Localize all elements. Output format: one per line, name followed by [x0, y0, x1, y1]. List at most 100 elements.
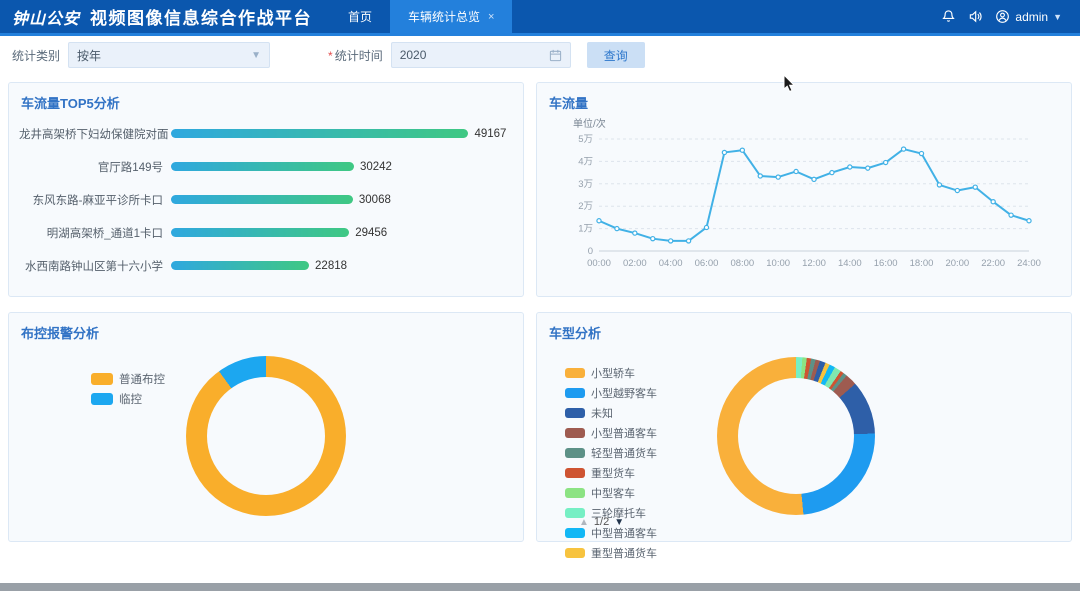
panel-title-flow: 车流量 — [549, 96, 589, 111]
legend-item[interactable]: 临控 — [91, 391, 165, 407]
bar-value: 49167 — [474, 127, 507, 140]
panel-alarm-analysis: 布控报警分析 普通布控临控 — [8, 312, 524, 542]
svg-text:14:00: 14:00 — [838, 258, 862, 269]
legend-swatch — [565, 528, 585, 538]
tab-车辆统计总览[interactable]: 车辆统计总览 × — [390, 0, 513, 33]
bar-area: 29456 — [171, 227, 509, 239]
panel-title-top5: 车流量TOP5分析 — [21, 96, 120, 111]
legend-swatch — [565, 388, 585, 398]
legend-label: 未知 — [591, 408, 613, 420]
legend-label: 小型越野客车 — [591, 388, 657, 400]
bar-label: 龙井高架桥下妇幼保健院对面 — [19, 128, 169, 141]
time-input[interactable]: 2020 — [390, 42, 571, 68]
user-icon — [996, 10, 1010, 23]
tab-close-icon[interactable]: × — [488, 10, 495, 23]
time-label: 统计时间 — [334, 48, 383, 63]
required-mark: * — [328, 48, 333, 63]
username: admin — [1015, 9, 1049, 24]
legend-swatch — [565, 428, 585, 438]
pager-up-icon[interactable]: ▲ — [579, 516, 589, 528]
bar-row: 明湖高架桥_通道1卡口 29456 — [19, 216, 509, 249]
panel-title-alarm: 布控报警分析 — [21, 326, 100, 341]
bar-area: 22818 — [171, 260, 509, 272]
legend-swatch — [565, 408, 585, 418]
pager-page: 1/2 — [593, 516, 610, 528]
bar-fill[interactable] — [171, 195, 353, 204]
bar-label: 明湖高架桥_通道1卡口 — [46, 227, 163, 240]
legend-swatch — [565, 508, 585, 518]
filter-bar: 统计类别 按年 ▼ * 统计时间 2020 查询 — [0, 38, 1080, 72]
agency-logo: 钟山公安 — [12, 8, 81, 28]
pager-down-icon[interactable]: ▼ — [614, 516, 625, 528]
panel-vehicle-type: 车型分析 小型轿车小型越野客车 未知小型普通客车 轻型普通货车 重型货车中型客车三轮摩… — [536, 312, 1072, 560]
tab-label: 首页 — [348, 10, 373, 24]
legend-pager: ▲ 1/2 ▼ — [579, 516, 624, 528]
bar-area: 30242 — [171, 161, 509, 173]
bar-area: 49167 — [171, 128, 509, 140]
bottom-scrollbar[interactable] — [0, 583, 1080, 591]
bell-icon[interactable] — [941, 9, 956, 24]
legend-label: 小型普通客车 — [591, 428, 657, 440]
legend-item[interactable]: 重型货车 — [565, 465, 657, 481]
legend-item[interactable]: 小型越野客车 — [565, 385, 657, 401]
bar-value: 29456 — [355, 226, 388, 239]
bar-row: 东风东路-麻亚平诊所卡口 30068 — [19, 183, 509, 216]
chevron-down-icon: ▼ — [251, 49, 262, 61]
legend-item[interactable]: 中型客车 — [565, 485, 657, 501]
legend-item[interactable]: 未知 — [565, 405, 657, 421]
header-accent-strip — [0, 33, 1080, 36]
svg-text:04:00: 04:00 — [659, 258, 683, 269]
category-label: 统计类别 — [12, 48, 61, 63]
bar-row: 水西南路钟山区第十六小学 22818 — [19, 249, 509, 282]
bar-fill[interactable] — [171, 162, 354, 171]
bar-area: 30068 — [171, 194, 509, 206]
bar-value: 22818 — [315, 259, 348, 272]
tab-首页[interactable]: 首页 — [330, 0, 390, 33]
legend-label: 普通布控 — [119, 374, 165, 386]
legend-swatch — [565, 548, 585, 558]
svg-text:22:00: 22:00 — [981, 258, 1005, 269]
bar-row: 官厅路149号 30242 — [19, 150, 509, 183]
chevron-down-icon: ▼ — [1053, 11, 1062, 22]
legend-item[interactable]: 小型轿车 — [565, 365, 657, 381]
header-right: admin ▼ — [941, 9, 1080, 24]
legend-item[interactable]: 普通布控 — [91, 371, 165, 387]
legend-item[interactable]: 重型普通货车 — [565, 545, 657, 561]
legend-item[interactable]: 轻型普通货车 — [565, 445, 657, 461]
bar-label: 水西南路钟山区第十六小学 — [25, 260, 163, 273]
legend-swatch — [91, 393, 113, 405]
panel-title-vehicle: 车型分析 — [549, 326, 602, 341]
bar-row: 龙井高架桥下妇幼保健院对面 49167 — [19, 117, 509, 150]
bar-fill[interactable] — [171, 228, 350, 237]
legend-label: 小型轿车 — [591, 368, 635, 380]
svg-text:0: 0 — [588, 246, 593, 257]
app-title: 视频图像信息综合作战平台 — [90, 9, 313, 28]
bar-fill[interactable] — [171, 129, 469, 138]
legend-item[interactable]: 中型普通客车 — [565, 525, 657, 541]
speaker-icon[interactable] — [968, 9, 983, 24]
category-select[interactable]: 按年 ▼ — [68, 42, 271, 68]
calendar-icon — [549, 49, 561, 61]
legend-item[interactable]: 三轮摩托车 — [565, 505, 657, 521]
svg-text:4万: 4万 — [578, 156, 593, 167]
legend-label: 重型普通货车 — [591, 548, 657, 560]
legend-label: 中型客车 — [591, 488, 635, 500]
user-menu[interactable]: admin ▼ — [995, 9, 1062, 24]
bar-value: 30242 — [359, 160, 392, 173]
svg-text:2万: 2万 — [578, 201, 593, 212]
legend-label: 轻型普通货车 — [591, 448, 657, 460]
bar-value: 30068 — [358, 193, 391, 206]
legend-label: 中型普通客车 — [591, 528, 657, 540]
query-button[interactable]: 查询 — [586, 42, 645, 68]
svg-text:16:00: 16:00 — [874, 258, 898, 269]
legend-item[interactable]: 小型普通客车 — [565, 425, 657, 441]
legend-label: 重型货车 — [591, 468, 635, 480]
bar-label: 官厅路149号 — [97, 161, 163, 174]
bar-chart: 龙井高架桥下妇幼保健院对面 49167 官厅路149号 30242 东风东路-麻亚平诊所… — [19, 117, 509, 282]
panel-traffic-top5: 车流量TOP5分析 龙井高架桥下妇幼保健院对面 49167 官厅路149号 30242… — [8, 82, 524, 297]
svg-text:24:00: 24:00 — [1017, 258, 1041, 269]
legend-swatch — [91, 373, 113, 385]
bar-fill[interactable] — [171, 261, 310, 270]
alarm-legend: 普通布控临控 — [91, 371, 165, 411]
svg-text:06:00: 06:00 — [695, 258, 719, 269]
